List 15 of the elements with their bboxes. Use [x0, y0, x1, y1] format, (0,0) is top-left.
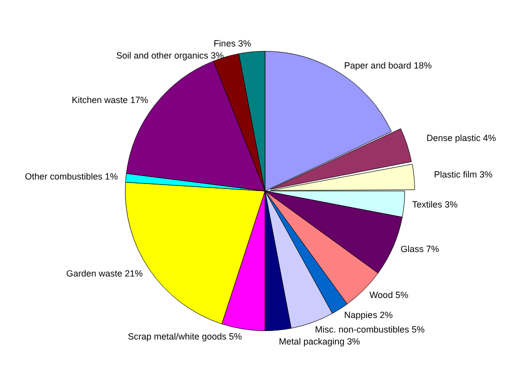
slice-label: Glass 7%: [400, 244, 440, 254]
slice-label: Other combustibles 1%: [24, 172, 118, 182]
slice-label: Scrap metal/white goods 5%: [128, 331, 242, 342]
slice-label: Nappies 2%: [344, 310, 393, 320]
slice-label: Kitchen waste 17%: [72, 94, 148, 105]
slice-label: Fines 3%: [214, 38, 252, 48]
slice-label: Metal packaging 3%: [278, 336, 360, 346]
slice-label: Dense plastic 4%: [426, 133, 496, 144]
slice-label: Soil and other organics 3%: [116, 50, 224, 60]
slice-label: Textiles 3%: [412, 199, 458, 210]
slice-label: Plastic film 3%: [434, 170, 493, 180]
slice-label: Garden waste 21%: [66, 268, 143, 279]
slice-label: Paper and board 18%: [344, 60, 432, 71]
slice-label: Misc. non-combustibles 5%: [315, 324, 425, 334]
slice-label: Wood 5%: [369, 290, 408, 300]
